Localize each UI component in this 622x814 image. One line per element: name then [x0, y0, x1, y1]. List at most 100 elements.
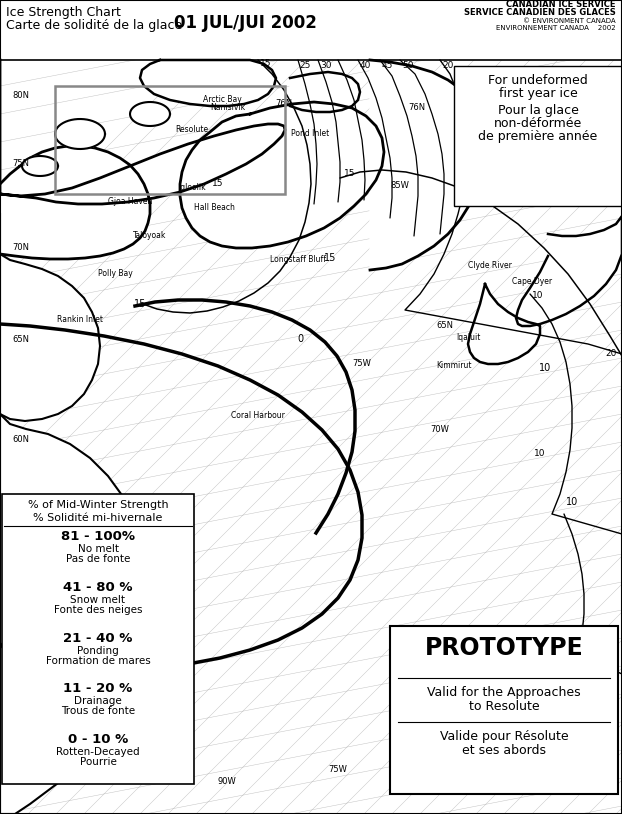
Bar — [0, 0, 622, 60]
Text: SERVICE CANADIEN DES GLACES: SERVICE CANADIEN DES GLACES — [464, 8, 616, 17]
Text: de première année: de première année — [478, 130, 598, 143]
Text: Pas de fonte: Pas de fonte — [66, 554, 130, 564]
Text: Kimmirut: Kimmirut — [436, 361, 471, 370]
Text: 20: 20 — [442, 62, 453, 71]
Text: CANADIAN ICE SERVICE: CANADIAN ICE SERVICE — [506, 0, 616, 9]
Text: Rotten-Decayed: Rotten-Decayed — [56, 747, 140, 757]
Text: 50: 50 — [402, 62, 414, 71]
Text: Igloolik: Igloolik — [178, 183, 206, 192]
Text: 65N: 65N — [436, 322, 453, 330]
Text: 41 - 80 %: 41 - 80 % — [63, 581, 132, 593]
Text: Gjoa Haven: Gjoa Haven — [108, 198, 152, 207]
Text: 80W: 80W — [148, 777, 167, 786]
Text: first year ice: first year ice — [499, 87, 577, 100]
Text: % Solidité mi-hivernale: % Solidité mi-hivernale — [34, 513, 163, 523]
Text: to Resolute: to Resolute — [469, 700, 539, 713]
Text: 30: 30 — [320, 62, 332, 71]
Text: Polly Bay: Polly Bay — [98, 269, 132, 278]
Text: 15: 15 — [344, 169, 356, 178]
Text: 21 - 40 %: 21 - 40 % — [63, 632, 132, 645]
Text: 20: 20 — [606, 349, 617, 358]
Bar — [55, 86, 285, 194]
Text: Coral Harbour: Coral Harbour — [231, 412, 285, 421]
Text: 25: 25 — [299, 62, 310, 71]
Text: 60W: 60W — [580, 694, 599, 702]
Text: 10: 10 — [566, 497, 578, 507]
Text: 01 JUL/JUI 2002: 01 JUL/JUI 2002 — [174, 14, 317, 32]
Text: 81 - 100%: 81 - 100% — [61, 530, 135, 543]
Text: 40: 40 — [360, 62, 371, 71]
Text: Ponding: Ponding — [77, 646, 119, 655]
Text: et ses abords: et ses abords — [462, 744, 546, 757]
Text: ENVIRONNEMENT CANADA    2002: ENVIRONNEMENT CANADA 2002 — [488, 25, 616, 31]
Text: Resolute: Resolute — [175, 125, 208, 133]
Polygon shape — [516, 216, 622, 326]
Text: Valide pour Résolute: Valide pour Résolute — [440, 730, 569, 743]
Text: Nanisivik: Nanisivik — [210, 103, 246, 112]
Text: 45: 45 — [382, 62, 393, 71]
Text: 70W: 70W — [422, 745, 441, 754]
Text: Trous de fonte: Trous de fonte — [61, 707, 135, 716]
Text: For undeformed: For undeformed — [488, 74, 588, 87]
Text: 85W: 85W — [78, 777, 97, 786]
Text: PROTOTYPE: PROTOTYPE — [425, 636, 583, 660]
Text: 80N: 80N — [12, 91, 29, 100]
Text: non-déformée: non-déformée — [494, 117, 582, 130]
Text: Pourrie: Pourrie — [80, 757, 116, 768]
Text: 75W: 75W — [352, 360, 371, 369]
Text: 90W: 90W — [218, 777, 237, 786]
Polygon shape — [140, 60, 276, 106]
Text: 15: 15 — [260, 59, 271, 68]
Text: 10: 10 — [539, 363, 551, 373]
Text: Churchill: Churchill — [63, 746, 97, 755]
Polygon shape — [130, 102, 170, 126]
Text: Fonte des neiges: Fonte des neiges — [53, 605, 142, 615]
Text: 15: 15 — [324, 253, 336, 263]
Text: 75W: 75W — [328, 765, 347, 774]
Text: 0: 0 — [297, 334, 303, 344]
Text: 75N: 75N — [12, 160, 29, 168]
Text: 70W: 70W — [430, 426, 449, 435]
Bar — [390, 626, 618, 794]
Polygon shape — [55, 119, 105, 149]
Polygon shape — [180, 102, 384, 248]
Text: Snow melt: Snow melt — [70, 595, 126, 605]
Polygon shape — [22, 156, 58, 176]
Text: 10: 10 — [534, 449, 545, 458]
Text: Pour la glace: Pour la glace — [498, 104, 578, 117]
Text: 70N: 70N — [12, 243, 29, 252]
Text: 65N: 65N — [12, 335, 29, 344]
Polygon shape — [0, 146, 150, 259]
Text: © ENVIRONMENT CANADA: © ENVIRONMENT CANADA — [523, 18, 616, 24]
Text: Valid for the Approaches: Valid for the Approaches — [427, 686, 581, 699]
Text: Longstaff Bluff: Longstaff Bluff — [270, 256, 326, 265]
Text: Drainage: Drainage — [74, 697, 122, 707]
Text: Taloyoak: Taloyoak — [133, 231, 167, 240]
Text: 76N: 76N — [408, 103, 425, 112]
Polygon shape — [0, 214, 100, 421]
Text: Hall Beach: Hall Beach — [193, 204, 234, 212]
Text: 11 - 20 %: 11 - 20 % — [63, 682, 132, 695]
Text: Iqaluit: Iqaluit — [456, 334, 480, 343]
Text: 85W: 85W — [390, 182, 409, 190]
Text: 65W: 65W — [508, 721, 527, 730]
Text: 60N: 60N — [12, 435, 29, 444]
Text: Cape Dyer: Cape Dyer — [512, 278, 552, 287]
Bar — [454, 66, 622, 206]
Text: Arctic Bay: Arctic Bay — [203, 95, 241, 104]
Text: 55N: 55N — [12, 536, 29, 545]
Text: 76N: 76N — [275, 99, 292, 108]
Polygon shape — [0, 60, 285, 204]
Polygon shape — [0, 414, 157, 814]
Bar — [2, 494, 194, 784]
Text: Clyde River: Clyde River — [468, 261, 512, 270]
Text: 15: 15 — [134, 299, 146, 309]
Text: Ice Strength Chart: Ice Strength Chart — [6, 6, 121, 19]
Text: 0 - 10 %: 0 - 10 % — [68, 733, 128, 746]
Text: Formation de mares: Formation de mares — [45, 655, 151, 666]
Text: Rankin Inlet: Rankin Inlet — [57, 316, 103, 325]
Text: % of Mid-Winter Strength: % of Mid-Winter Strength — [28, 500, 169, 510]
Text: Carte de solidité de la glace: Carte de solidité de la glace — [6, 19, 182, 32]
Text: No melt: No melt — [78, 544, 119, 554]
Text: 10: 10 — [532, 291, 544, 300]
